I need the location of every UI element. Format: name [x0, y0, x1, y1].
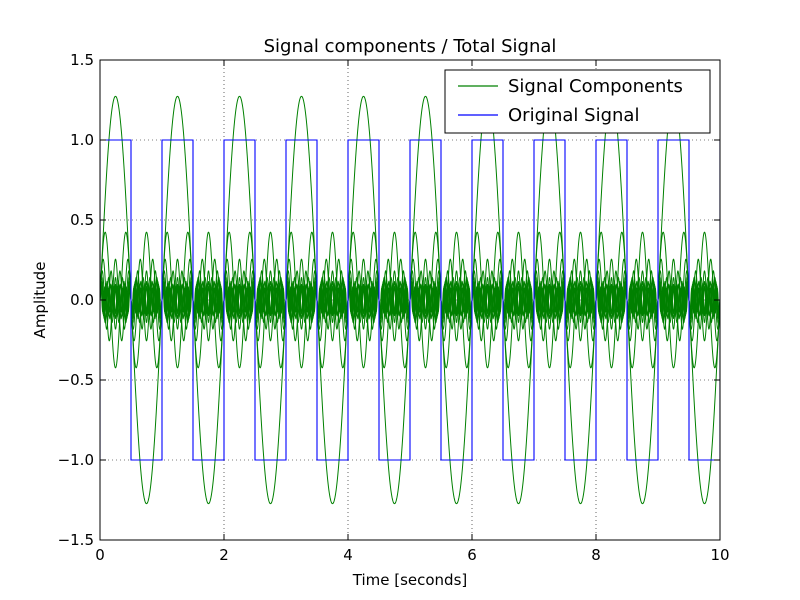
- ticks: 0 2 4 6 8 10 −1.5 −1.0 −0.5 0.0 0.5 1.0 1.5: [58, 51, 730, 564]
- x-tick-label: 10: [710, 546, 729, 564]
- x-tick-label: 6: [467, 546, 477, 564]
- y-tick-label: 0.5: [70, 211, 94, 229]
- x-tick-label: 0: [95, 546, 105, 564]
- legend-box: [444, 69, 711, 134]
- x-axis-label: Time [seconds]: [352, 571, 468, 589]
- y-tick-label: −1.0: [58, 451, 94, 469]
- y-tick-label: −1.5: [58, 531, 94, 549]
- chart-title: Signal components / Total Signal: [264, 36, 557, 57]
- legend-label-signal-components: Signal Components: [508, 76, 683, 97]
- legend-label-original-signal: Original Signal: [508, 105, 639, 126]
- y-axis-label: Amplitude: [31, 262, 49, 339]
- y-tick-label: 0.0: [70, 291, 94, 309]
- series-original-signal: [100, 139, 720, 461]
- y-tick-label: −0.5: [58, 371, 94, 389]
- legend: Signal Components Original Signal: [444, 69, 711, 134]
- y-tick-label: 1.0: [70, 131, 94, 149]
- y-tick-label: 1.5: [70, 51, 94, 69]
- x-tick-label: 8: [591, 546, 601, 564]
- x-tick-label: 2: [219, 546, 229, 564]
- x-tick-label: 4: [343, 546, 353, 564]
- plot-area: [100, 95, 720, 505]
